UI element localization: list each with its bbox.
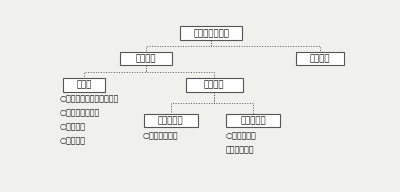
Text: 非接触法: 非接触法 <box>204 81 224 90</box>
Text: 間接加振法: 間接加振法 <box>158 116 184 125</box>
Text: パネル加振方法: パネル加振方法 <box>193 29 229 38</box>
Text: 直接加振法: 直接加振法 <box>240 116 266 125</box>
Text: 機械加振: 機械加振 <box>136 54 156 63</box>
FancyBboxPatch shape <box>226 114 280 127</box>
Text: ○パネル加振: ○パネル加振 <box>225 131 256 140</box>
FancyBboxPatch shape <box>296 52 344 65</box>
Text: ○打撃加振: ○打撃加振 <box>59 136 85 145</box>
Text: 接触法: 接触法 <box>76 81 92 90</box>
Text: ○衝撃加振: ○衝撃加振 <box>59 122 85 131</box>
FancyBboxPatch shape <box>120 52 172 65</box>
Text: ○シェーカー加振: ○シェーカー加振 <box>59 108 100 117</box>
Text: 変気加振: 変気加振 <box>310 54 330 63</box>
Text: ○ウォールスピーカー加振: ○ウォールスピーカー加振 <box>59 94 118 103</box>
FancyBboxPatch shape <box>186 79 243 92</box>
Text: （電磁加振）: （電磁加振） <box>225 145 254 154</box>
FancyBboxPatch shape <box>63 79 105 92</box>
FancyBboxPatch shape <box>144 114 198 127</box>
FancyBboxPatch shape <box>180 26 242 40</box>
Text: ○フレーム加振: ○フレーム加振 <box>143 131 178 140</box>
